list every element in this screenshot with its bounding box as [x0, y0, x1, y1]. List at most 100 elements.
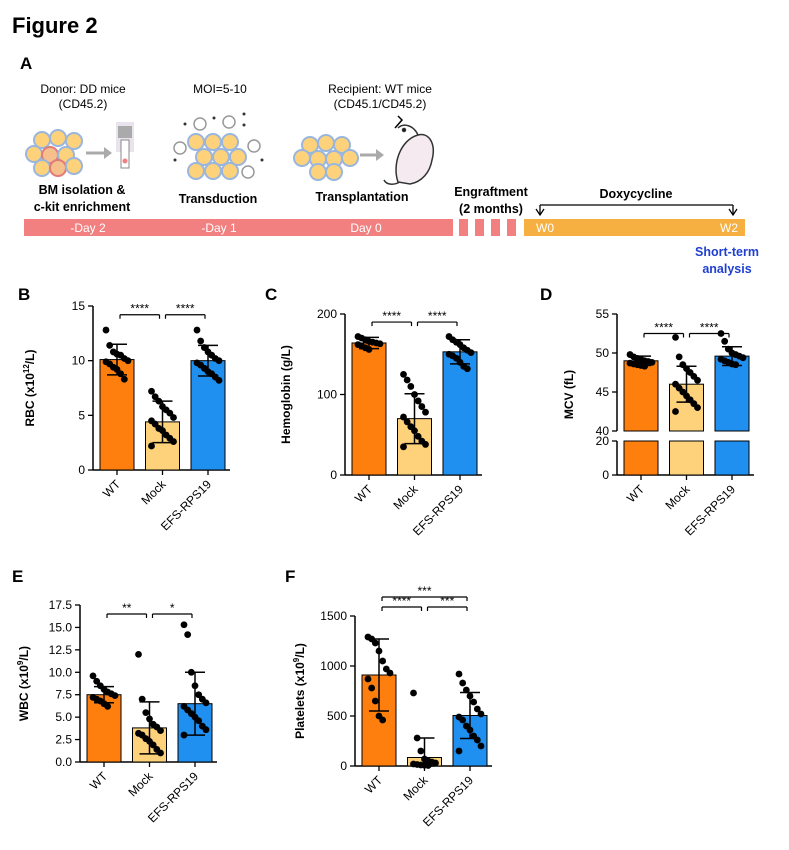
data-point: [157, 727, 164, 734]
bar-EFS-RPS19: [442, 351, 478, 476]
data-point: [120, 375, 128, 383]
sig-label: ****: [700, 321, 719, 335]
bar-lower-EFS-RPS19: [714, 440, 750, 476]
y-tick-label: 1000: [320, 659, 347, 673]
data-point: [146, 715, 153, 723]
step1-line1: BM isolation &: [39, 183, 126, 197]
y-tick-label: 0: [340, 759, 347, 773]
data-point: [403, 376, 411, 384]
data-point: [411, 391, 418, 398]
recipient-line1: Recipient: WT mice: [328, 82, 432, 96]
panel-a: A Donor: DD mice (CD45.2) MOI=5-10 Recip…: [20, 54, 759, 276]
data-point: [477, 742, 485, 750]
data-point: [193, 326, 201, 334]
y-tick-label: 5.0: [55, 710, 72, 724]
data-point: [739, 354, 747, 362]
y-tick-label: 50: [596, 346, 610, 360]
bar-WT: [623, 360, 659, 432]
y-tick-label: 0: [602, 468, 609, 482]
data-point: [400, 443, 407, 451]
x-tick-label: Mock: [390, 482, 421, 513]
data-point: [111, 692, 119, 700]
y-tick-label: 5: [78, 408, 85, 422]
data-point: [414, 432, 422, 440]
step2-label: Transduction: [179, 192, 257, 206]
x-tick-label: WT: [352, 482, 376, 506]
sig-label: ****: [382, 309, 401, 323]
panel-a-label: A: [20, 54, 32, 73]
bar-lower-WT: [623, 440, 659, 476]
data-point: [187, 668, 195, 676]
data-point: [138, 695, 146, 703]
x-tick-label: Mock: [662, 482, 693, 513]
data-point: [157, 749, 164, 757]
data-point: [368, 684, 376, 692]
data-point: [400, 370, 407, 378]
y-axis-label: Hemoglobin (g/L): [279, 345, 293, 444]
data-point: [180, 731, 188, 739]
data-point: [148, 387, 155, 395]
step1-line2: c-kit enrichment: [34, 200, 131, 214]
recipient-line2: (CD45.1/CD45.2): [334, 97, 427, 111]
data-point: [473, 736, 481, 744]
figure-title: Figure 2: [12, 13, 98, 38]
data-point: [184, 631, 192, 639]
panel-label: B: [18, 285, 30, 304]
engraftment-line1: Engraftment: [454, 185, 528, 199]
data-point: [422, 441, 429, 448]
data-point: [365, 346, 373, 353]
day-minus2: -Day 2: [70, 221, 106, 235]
moi-label: MOI=5-10: [193, 82, 247, 96]
data-point: [473, 705, 481, 713]
data-point: [459, 679, 467, 687]
data-point: [379, 716, 387, 724]
data-point: [155, 397, 163, 405]
data-point: [466, 692, 474, 700]
column-tube-icon: [116, 122, 134, 169]
y-axis-label: Platelets (x109/L): [292, 643, 307, 739]
data-point: [732, 361, 740, 369]
bar-lower-Mock: [669, 440, 704, 476]
data-point: [400, 413, 407, 421]
y-axis-label: MCV (fL): [562, 370, 576, 419]
mouse-icon: [383, 115, 434, 185]
y-tick-label: 10: [72, 354, 86, 368]
data-point: [721, 337, 729, 345]
x-tick-label: Mock: [400, 773, 431, 804]
bar-EFS-RPS19: [714, 355, 750, 432]
y-tick-label: 500: [327, 709, 347, 723]
data-point: [694, 404, 701, 411]
data-point: [407, 383, 415, 390]
y-tick-label: 15: [72, 299, 86, 313]
data-point: [466, 726, 474, 734]
data-point: [375, 647, 383, 655]
donor-line2: (CD45.2): [59, 97, 108, 111]
y-tick-label: 1500: [320, 609, 347, 623]
data-point: [470, 698, 478, 706]
data-point: [215, 357, 223, 365]
data-point: [424, 762, 432, 769]
data-point: [124, 357, 132, 365]
sig-label: ****: [392, 594, 411, 608]
data-point: [148, 442, 155, 450]
x-tick-label: WT: [100, 477, 124, 501]
x-tick-label: WT: [87, 769, 111, 793]
transplant-cells-illustration: [293, 134, 359, 181]
y-tick-label: 15.0: [49, 620, 73, 634]
transduction-cells-illustration: [173, 112, 264, 180]
data-point: [422, 408, 429, 416]
sig-label: ****: [428, 309, 447, 323]
data-point: [403, 418, 411, 426]
y-axis-label: WBC (x109/L): [16, 646, 31, 721]
data-point: [462, 686, 470, 694]
y-tick-label: 20: [596, 434, 610, 448]
sig-label: ***: [417, 584, 431, 598]
data-point: [413, 734, 421, 742]
x-tick-label: Mock: [125, 769, 156, 800]
y-tick-label: 200: [317, 307, 337, 321]
sig-label: **: [122, 601, 132, 615]
